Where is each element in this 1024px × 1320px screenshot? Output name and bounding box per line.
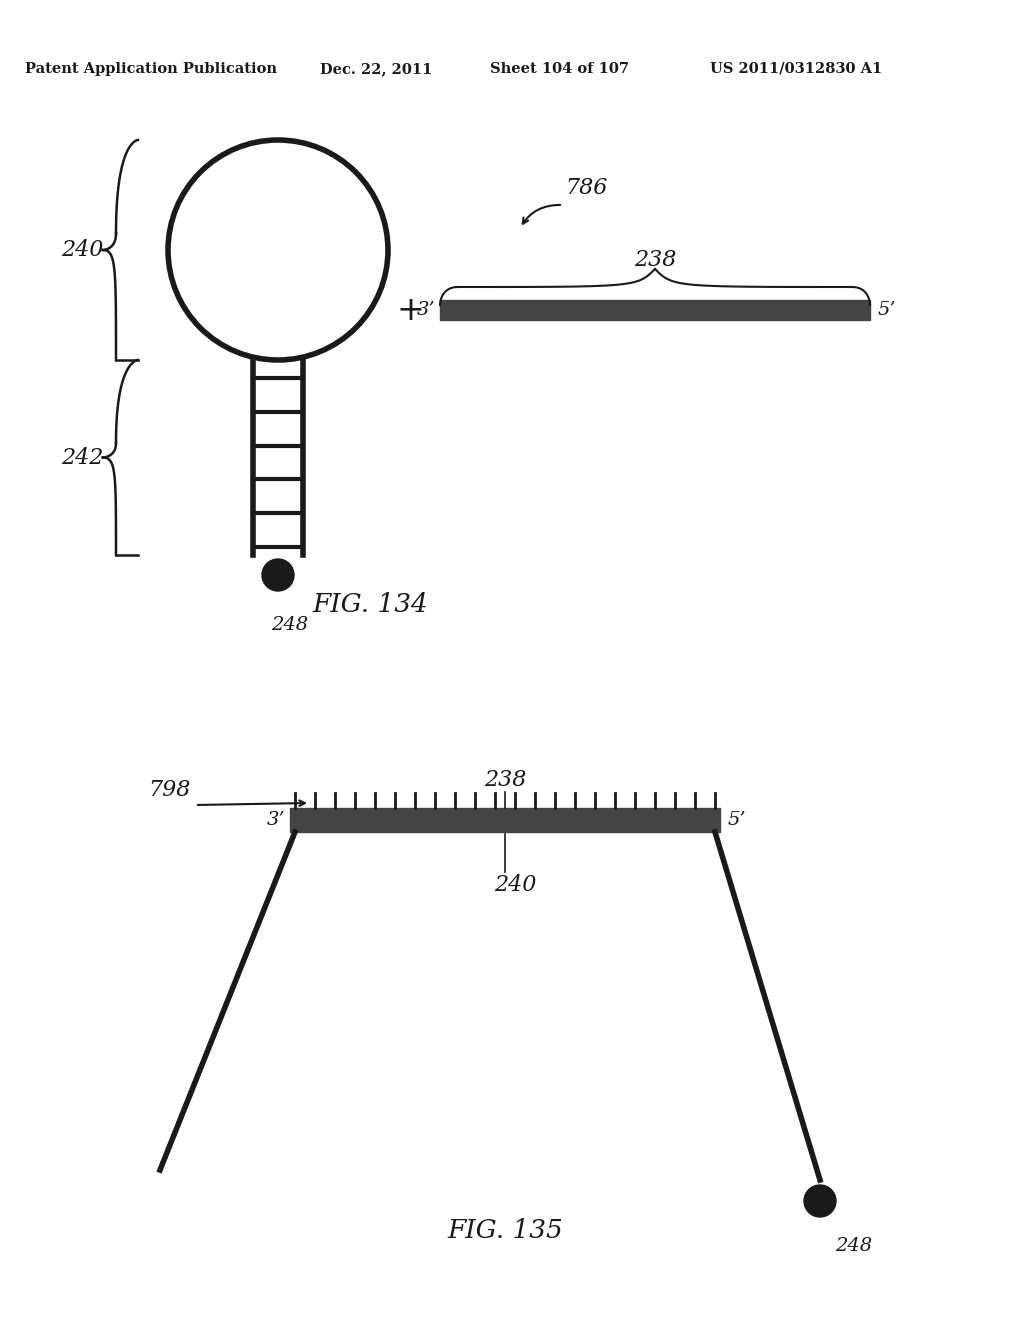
Text: 5’: 5’ [878,301,897,319]
Circle shape [262,558,294,591]
Text: 786: 786 [565,177,607,199]
Text: 248: 248 [835,1237,872,1255]
Text: 242: 242 [60,446,103,469]
Text: 3’: 3’ [266,810,285,829]
Text: 5’: 5’ [728,810,746,829]
Text: 238: 238 [634,249,676,271]
Text: FIG. 134: FIG. 134 [312,593,428,618]
Text: US 2011/0312830 A1: US 2011/0312830 A1 [710,62,883,77]
Circle shape [804,1185,836,1217]
Text: Patent Application Publication: Patent Application Publication [25,62,278,77]
Text: +: + [396,293,424,326]
Text: 248: 248 [271,616,308,634]
Text: 798: 798 [148,779,190,801]
Text: Dec. 22, 2011: Dec. 22, 2011 [319,62,432,77]
Text: 238: 238 [483,770,526,791]
Text: FIG. 135: FIG. 135 [447,1217,563,1242]
Text: 240: 240 [60,239,103,261]
Text: 240: 240 [494,874,537,896]
Text: Sheet 104 of 107: Sheet 104 of 107 [490,62,629,77]
Text: 3’: 3’ [417,301,435,319]
